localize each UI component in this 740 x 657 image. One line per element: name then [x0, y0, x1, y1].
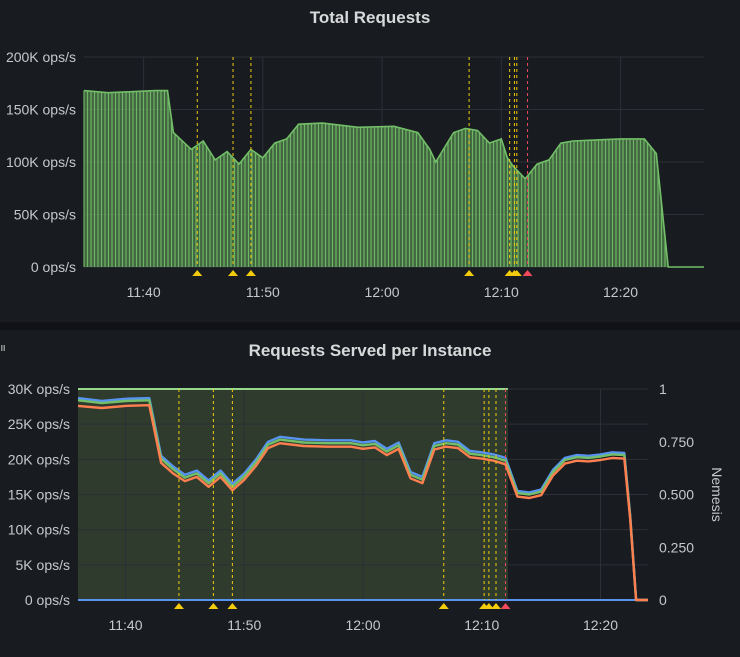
- y-tick-label: 5K ops/s: [16, 557, 70, 573]
- annotation-marker: [438, 603, 449, 609]
- y-tick-label: 0 ops/s: [31, 259, 76, 275]
- y-tick-label: 0 ops/s: [25, 592, 70, 608]
- annotation-marker: [464, 270, 475, 276]
- x-tick-label: 11:40: [109, 617, 143, 633]
- series-line-1: [77, 399, 648, 602]
- y-tick-label: 20K ops/s: [8, 451, 70, 467]
- panel-title[interactable]: Requests Served per Instance: [248, 341, 492, 360]
- x-tick-label: 12:10: [484, 284, 519, 300]
- annotation-marker: [192, 270, 203, 276]
- x-tick-label: 11:50: [246, 284, 280, 300]
- annotation-marker: [491, 603, 501, 609]
- annotation-marker: [483, 603, 494, 609]
- requests-per-instance-panel: Requests Served per Instance 0 ops/s 5K o…: [0, 330, 740, 657]
- y2-tick-label: 0.500: [659, 487, 694, 503]
- annotation-marker: [227, 603, 238, 609]
- x-tick-label: 12:00: [345, 617, 380, 633]
- panel-title[interactable]: Total Requests: [309, 8, 431, 27]
- series-bars: [83, 90, 666, 267]
- y-tick-label: 30K ops/s: [8, 381, 70, 397]
- annotation-marker: [511, 270, 522, 276]
- y-tick-label: 10K ops/s: [8, 522, 70, 538]
- x-tick-label: 12:20: [583, 617, 618, 633]
- y2-tick-label: 0.250: [659, 539, 694, 555]
- total-requests-chart: 0 ops/s 50K ops/s 100K ops/s 150K ops/s 200K…: [6, 49, 704, 300]
- y-tick-label: 150K ops/s: [6, 102, 76, 118]
- annotation-marker: [228, 270, 239, 276]
- annotation-marker: [522, 270, 533, 276]
- series-line-2: [77, 403, 648, 602]
- requests-per-instance-chart: 0 ops/s 5K ops/s 10K ops/s 15K ops/s 20K ops…: [8, 381, 725, 633]
- y2-tick-label: 1: [659, 381, 667, 397]
- x-tick-label: 11:40: [127, 284, 161, 300]
- x-tick-label: 12:10: [464, 617, 499, 633]
- y2-tick-label: 0: [659, 592, 667, 608]
- y2-tick-label: 0.750: [659, 434, 694, 450]
- annotation-marker: [208, 603, 219, 609]
- total-requests-panel: Total Requests 0 ops/s 50K ops/s 100K ops/…: [0, 0, 740, 322]
- x-tick-label: 12:20: [603, 284, 638, 300]
- annotation-marker: [173, 603, 184, 609]
- y-tick-label: 200K ops/s: [6, 49, 76, 65]
- y-tick-label: 50K ops/s: [14, 207, 76, 223]
- x-tick-label: 11:50: [227, 617, 261, 633]
- y2-axis-label: Nemesis: [709, 467, 725, 521]
- y-tick-label: 25K ops/s: [8, 416, 70, 432]
- annotation-marker: [245, 270, 256, 276]
- y-tick-label: 100K ops/s: [6, 154, 76, 170]
- series-line: [83, 89, 704, 268]
- y-tick-label: 15K ops/s: [8, 487, 70, 503]
- panel-menu-icon[interactable]: [0, 340, 6, 351]
- annotation-marker: [500, 603, 511, 609]
- x-tick-label: 12:00: [365, 284, 400, 300]
- series-area: [84, 90, 704, 267]
